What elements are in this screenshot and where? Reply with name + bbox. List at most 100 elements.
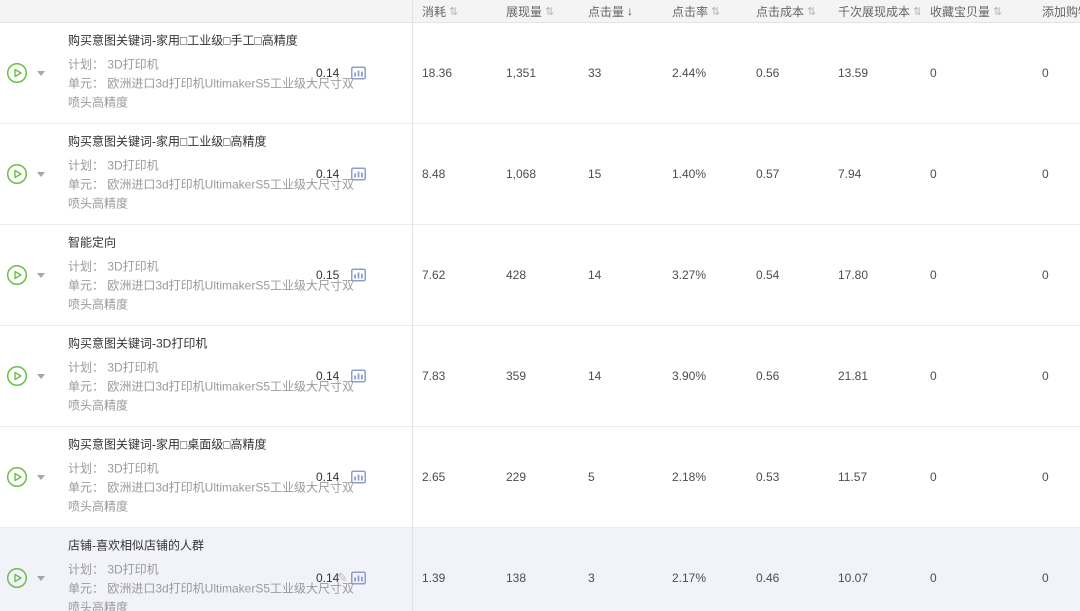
bid-value[interactable]: 0.14 xyxy=(316,167,340,181)
targeting-name: 购买意图关键词-家用□工业级□高精度 xyxy=(68,134,267,149)
chart-icon[interactable] xyxy=(351,268,366,282)
chart-icon[interactable] xyxy=(351,369,366,383)
sort-icon[interactable]: ⇅ xyxy=(807,5,817,18)
metric-impressions: 1,351 xyxy=(506,66,537,80)
metric-cost: 1.39 xyxy=(422,571,446,585)
col-header-impressions[interactable]: 展现量 ⇅ xyxy=(506,4,555,19)
col-header-clicks[interactable]: 点击量 ↓ xyxy=(588,4,634,19)
metric-clicks: 5 xyxy=(588,470,595,484)
play-button[interactable] xyxy=(6,163,28,185)
metric-cpc: 0.53 xyxy=(756,470,780,484)
plan-line: 计划： 3D打印机 xyxy=(68,57,159,72)
metric-clicks: 14 xyxy=(588,268,602,282)
col-header-cpm[interactable]: 千次展现成本 ⇅ xyxy=(828,3,920,20)
play-icon xyxy=(6,264,28,286)
sort-desc-icon[interactable]: ↓ xyxy=(627,4,634,18)
col-header-add-cart[interactable]: 添加购物 xyxy=(1042,4,1080,19)
metric-cpm: 13.59 xyxy=(838,66,869,80)
col-header-cost[interactable]: 消耗 ⇅ xyxy=(422,4,459,19)
bid-value[interactable]: 0.14 xyxy=(316,571,340,585)
unit-line: 单元： 欧洲进口3d打印机UltimakerS5工业级大尺寸双喷头高精度 xyxy=(68,177,355,211)
chart-icon[interactable] xyxy=(351,167,366,181)
sort-icon[interactable]: ⇅ xyxy=(993,5,1003,18)
metric-clicks: 15 xyxy=(588,167,602,181)
ad-unit-info: 购买意图关键词-家用□工业级□手工□高精度 计划： 3D打印机 单元： 欧洲进口… xyxy=(68,34,360,113)
bid-value[interactable]: 0.14 xyxy=(316,369,340,383)
chevron-down-icon[interactable] xyxy=(37,172,45,177)
sort-icon[interactable]: ⇅ xyxy=(711,5,721,18)
play-button[interactable] xyxy=(6,466,28,488)
play-icon xyxy=(6,62,28,84)
bid-value[interactable]: 0.14 xyxy=(316,470,340,484)
metric-favorites: 0 xyxy=(930,369,937,383)
metric-favorites: 0 xyxy=(930,470,937,484)
metric-ctr: 2.18% xyxy=(672,470,707,484)
bid-value[interactable]: 0.15 xyxy=(316,268,340,282)
metric-impressions: 359 xyxy=(506,369,527,383)
metric-favorites: 0 xyxy=(930,167,937,181)
metric-cpc: 0.56 xyxy=(756,369,780,383)
targeting-name: 智能定向 xyxy=(68,235,117,250)
ad-unit-info: 智能定向 计划： 3D打印机 单元： 欧洲进口3d打印机UltimakerS5工… xyxy=(68,236,360,315)
ad-unit-info: 店铺-喜欢相似店铺的人群 计划： 3D打印机 单元： 欧洲进口3d打印机Ulti… xyxy=(68,539,360,611)
col-header-ctr[interactable]: 点击率 ⇅ xyxy=(672,4,721,19)
metric-ctr: 2.44% xyxy=(672,66,707,80)
play-button[interactable] xyxy=(6,264,28,286)
metric-cost: 8.48 xyxy=(422,167,446,181)
metric-ctr: 3.90% xyxy=(672,369,707,383)
metric-cost: 2.65 xyxy=(422,470,446,484)
sort-icon[interactable]: ⇅ xyxy=(449,5,459,18)
metric-impressions: 138 xyxy=(506,571,527,585)
metric-cpm: 17.80 xyxy=(838,268,869,282)
targeting-name: 购买意图关键词-家用□工业级□手工□高精度 xyxy=(68,33,298,48)
chart-icon[interactable] xyxy=(351,571,366,585)
chevron-down-icon[interactable] xyxy=(37,71,45,76)
metric-add-cart: 0 xyxy=(1042,470,1049,484)
play-icon xyxy=(6,163,28,185)
col-header-favorites[interactable]: 收藏宝贝量 ⇅ xyxy=(930,4,1003,19)
unit-line: 单元： 欧洲进口3d打印机UltimakerS5工业级大尺寸双喷头高精度 xyxy=(68,278,355,312)
play-icon xyxy=(6,567,28,589)
edit-pencil-icon[interactable]: ✎ xyxy=(337,569,348,585)
metric-favorites: 0 xyxy=(930,571,937,585)
ad-unit-info: 购买意图关键词-家用□桌面级□高精度 计划： 3D打印机 单元： 欧洲进口3d打… xyxy=(68,438,360,517)
metric-clicks: 14 xyxy=(588,369,602,383)
play-button[interactable] xyxy=(6,62,28,84)
play-button[interactable] xyxy=(6,567,28,589)
metric-cpc: 0.57 xyxy=(756,167,780,181)
targeting-name: 购买意图关键词-3D打印机 xyxy=(68,336,208,351)
metric-impressions: 1,068 xyxy=(506,167,537,181)
chart-icon[interactable] xyxy=(351,66,366,80)
metric-cost: 7.62 xyxy=(422,268,446,282)
metric-ctr: 3.27% xyxy=(672,268,707,282)
metric-cpm: 11.57 xyxy=(838,470,868,484)
sort-icon[interactable]: ⇅ xyxy=(545,5,555,18)
metric-ctr: 1.40% xyxy=(672,167,707,181)
table-row: 购买意图关键词-家用□桌面级□高精度 计划： 3D打印机 单元： 欧洲进口3d打… xyxy=(0,427,1080,528)
table-header: 消耗 ⇅ 展现量 ⇅ 点击量 ↓ 点击率 ⇅ 点击成本 ⇅ 千次展现成本 ⇅ 收… xyxy=(0,0,1080,23)
metric-clicks: 33 xyxy=(588,66,602,80)
bid-value[interactable]: 0.14 xyxy=(316,66,340,80)
metric-add-cart: 0 xyxy=(1042,369,1049,383)
metric-add-cart: 0 xyxy=(1042,268,1049,282)
metric-cells: 1.39 138 3 2.17% 0.46 10.07 0 0 xyxy=(412,528,1080,611)
ad-unit-info: 购买意图关键词-家用□工业级□高精度 计划： 3D打印机 单元： 欧洲进口3d打… xyxy=(68,135,360,214)
metric-ctr: 2.17% xyxy=(672,571,707,585)
play-button[interactable] xyxy=(6,365,28,387)
sort-icon[interactable]: ⇅ xyxy=(913,5,920,18)
chevron-down-icon[interactable] xyxy=(37,273,45,278)
plan-line: 计划： 3D打印机 xyxy=(68,461,159,476)
unit-line: 单元： 欧洲进口3d打印机UltimakerS5工业级大尺寸双喷头高精度 xyxy=(68,379,355,413)
chevron-down-icon[interactable] xyxy=(37,576,45,581)
metric-cells: 7.62 428 14 3.27% 0.54 17.80 0 0 xyxy=(412,225,1080,325)
table-row: 购买意图关键词-3D打印机 计划： 3D打印机 单元： 欧洲进口3d打印机Ult… xyxy=(0,326,1080,427)
chevron-down-icon[interactable] xyxy=(37,374,45,379)
metric-favorites: 0 xyxy=(930,268,937,282)
chart-icon[interactable] xyxy=(351,470,366,484)
plan-line: 计划： 3D打印机 xyxy=(68,562,159,577)
fixed-column-divider xyxy=(412,0,413,611)
col-header-cpc[interactable]: 点击成本 ⇅ xyxy=(756,4,817,19)
ad-unit-info: 购买意图关键词-3D打印机 计划： 3D打印机 单元： 欧洲进口3d打印机Ult… xyxy=(68,337,360,416)
chevron-down-icon[interactable] xyxy=(37,475,45,480)
